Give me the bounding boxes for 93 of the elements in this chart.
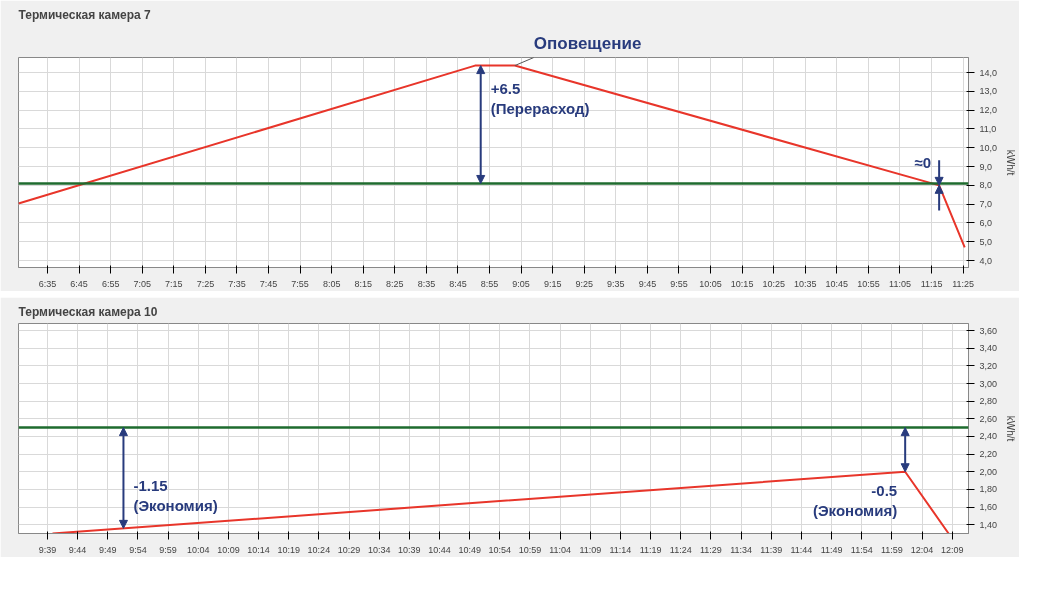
y-axis-title: kWh/t (1005, 149, 1017, 176)
y-tick-label: 13,0 (979, 86, 998, 97)
y-tick-label: 11,0 (979, 123, 997, 134)
x-tick-label: 11:54 (850, 544, 873, 555)
x-tick-label: 11:39 (760, 544, 783, 555)
x-tick-label: 10:05 (699, 278, 722, 289)
x-tick-label: 9:54 (129, 544, 147, 555)
y-tick-label: 1,60 (979, 502, 998, 513)
x-tick-label: 11:49 (820, 544, 843, 555)
x-tick-label: 12:04 (910, 544, 934, 555)
x-tick-label: 10:29 (337, 544, 361, 555)
y-tick-label: 2,20 (979, 449, 998, 460)
annotation: -1.15 (Экономия) (133, 476, 218, 515)
x-tick-label: 9:45 (638, 278, 657, 289)
y-tick-label: 12,0 (979, 105, 998, 116)
x-tick-label: 10:15 (730, 278, 754, 289)
x-tick-label: 9:39 (38, 544, 57, 555)
y-tick-label: 7,0 (979, 199, 993, 210)
x-tick-label: 11:25 (952, 278, 975, 289)
y-tick-label: 3,60 (979, 325, 998, 336)
x-tick-label: 7:45 (259, 278, 278, 289)
annotation: +6.5 (Перерасход) (490, 79, 590, 117)
x-tick-label: 11:29 (700, 544, 722, 555)
x-tick-label: 9:25 (575, 278, 594, 289)
x-tick-label: 8:55 (480, 278, 499, 289)
y-tick-label: 3,20 (979, 360, 998, 371)
x-tick-label: 10:44 (428, 544, 451, 555)
x-tick-label: 11:14 (609, 544, 632, 555)
x-tick-label: 11:05 (889, 278, 911, 289)
y-tick-label: 1,40 (979, 519, 998, 530)
x-tick-label: 10:45 (825, 278, 849, 289)
x-tick-label: 9:44 (68, 544, 87, 555)
x-tick-label: 11:44 (790, 544, 813, 555)
x-tick-label: 11:19 (639, 544, 662, 555)
x-tick-label: 6:55 (101, 278, 120, 289)
y-tick-label: 2,00 (979, 466, 998, 477)
x-tick-label: 10:39 (398, 544, 421, 555)
x-tick-label: 10:25 (762, 278, 785, 289)
x-tick-label: 10:54 (488, 544, 512, 555)
x-tick-label: 10:19 (277, 544, 300, 555)
x-tick-label: 11:04 (549, 544, 572, 555)
x-tick-label: 8:45 (449, 278, 467, 289)
y-tick-label: 2,80 (979, 396, 998, 407)
x-tick-label: 9:49 (99, 544, 117, 555)
x-tick-label: 10:34 (367, 544, 391, 555)
x-tick-label: 11:59 (880, 544, 903, 555)
x-tick-label: 11:15 (920, 278, 943, 289)
x-tick-label: 11:09 (579, 544, 602, 555)
x-tick-label: 11:24 (669, 544, 692, 555)
y-tick-label: 3,00 (979, 378, 998, 389)
x-tick-label: 9:55 (670, 278, 688, 289)
x-tick-label: 10:49 (458, 544, 481, 555)
y-tick-label: 2,60 (979, 413, 998, 424)
y-tick-label: 10,0 (979, 142, 998, 153)
x-tick-label: 10:24 (307, 544, 331, 555)
x-tick-label: 7:55 (291, 278, 309, 289)
x-tick-label: 10:14 (247, 544, 270, 555)
x-tick-label: 7:25 (196, 278, 215, 289)
x-tick-label: 10:04 (187, 544, 210, 555)
y-axis-title: kWh/t (1005, 415, 1017, 442)
x-tick-label: 6:45 (70, 278, 88, 289)
x-tick-label: 10:35 (794, 278, 817, 289)
x-tick-label: 9:15 (543, 278, 562, 289)
y-tick-label: 2,40 (979, 431, 998, 442)
chart-title: Термическая камера 10 (18, 304, 158, 319)
annotation: ≈0 (914, 154, 932, 172)
y-tick-label: 1,80 (979, 484, 998, 495)
x-tick-label: 12:09 (940, 544, 964, 555)
y-tick-label: 5,0 (979, 236, 993, 247)
x-tick-label: 10:59 (518, 544, 542, 555)
x-tick-label: 9:05 (512, 278, 530, 289)
x-tick-label: 9:59 (159, 544, 177, 555)
x-tick-label: 7:15 (165, 278, 183, 289)
x-tick-label: 11:34 (730, 544, 753, 555)
y-tick-label: 3,40 (979, 343, 998, 354)
chart-title: Термическая камера 7 (18, 7, 152, 22)
x-tick-label: 8:05 (322, 278, 341, 289)
x-tick-label: 7:05 (133, 278, 152, 289)
x-tick-label: 8:25 (386, 278, 404, 289)
x-tick-label: 8:15 (354, 278, 373, 289)
x-tick-label: 7:35 (228, 278, 246, 289)
annotation: -0.5 (Экономия) (812, 481, 898, 520)
x-tick-label: 10:55 (857, 278, 880, 289)
text: Оповещение (533, 33, 642, 53)
x-tick-label: 9:35 (607, 278, 625, 289)
x-tick-label: 8:35 (417, 278, 436, 289)
y-tick-label: 4,0 (979, 255, 993, 266)
y-tick-label: 14,0 (979, 67, 998, 78)
x-tick-label: 6:35 (38, 278, 57, 289)
y-tick-label: 6,0 (979, 217, 993, 228)
y-tick-label: 9,0 (979, 161, 993, 172)
y-tick-label: 8,0 (979, 180, 993, 191)
x-tick-label: 10:09 (217, 544, 240, 555)
